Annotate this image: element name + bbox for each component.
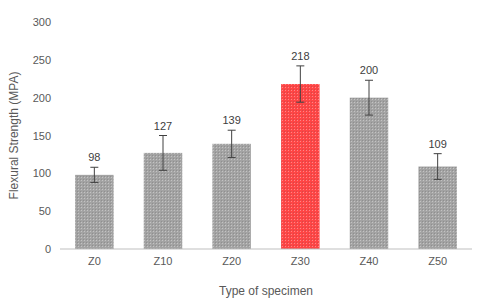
x-tick-label: Z30	[291, 255, 310, 267]
data-label: 98	[88, 151, 100, 163]
y-tick-label: 0	[45, 243, 51, 255]
bar	[281, 84, 319, 249]
x-tick-label: Z0	[88, 255, 101, 267]
bar-texture	[281, 84, 319, 249]
error-bar	[90, 167, 98, 182]
y-tick-label: 50	[39, 205, 51, 217]
y-tick-label: 300	[33, 16, 51, 28]
bar	[75, 175, 113, 249]
x-tick-label: Z20	[222, 255, 241, 267]
bar-texture	[418, 167, 456, 249]
chart: 0 50 100 150 200 250 300 98 127 139 218 200 109 Z0 Z10…	[0, 0, 484, 305]
y-tick-label: 150	[33, 130, 51, 142]
x-tick-label: Z10	[154, 255, 173, 267]
data-label: 109	[428, 138, 446, 150]
bar-texture	[212, 144, 250, 249]
data-label: 200	[360, 64, 378, 76]
error-bar	[365, 80, 373, 115]
data-label: 139	[222, 114, 240, 126]
x-tick-label: Z50	[428, 255, 447, 267]
x-tick-label: Z40	[360, 255, 379, 267]
bar	[418, 167, 456, 249]
bar	[212, 144, 250, 249]
data-label: 127	[154, 120, 172, 132]
y-tick-label: 100	[33, 167, 51, 179]
bar	[350, 98, 388, 249]
x-axis-line	[60, 249, 472, 250]
data-label: 218	[291, 50, 309, 62]
y-tick-label: 200	[33, 92, 51, 104]
error-bar	[296, 66, 304, 102]
y-axis-title: Flexural Strength (MPA)	[7, 72, 21, 200]
error-bar	[159, 136, 167, 171]
bar-texture	[350, 98, 388, 249]
error-bar	[228, 130, 236, 157]
bars	[75, 66, 457, 249]
error-bar	[434, 154, 442, 180]
chart-container: 0 50 100 150 200 250 300 98 127 139 218 200 109 Z0 Z10…	[0, 0, 484, 305]
bar-texture	[75, 175, 113, 249]
x-axis-title: Type of specimen	[219, 284, 313, 298]
y-tick-label: 250	[33, 54, 51, 66]
